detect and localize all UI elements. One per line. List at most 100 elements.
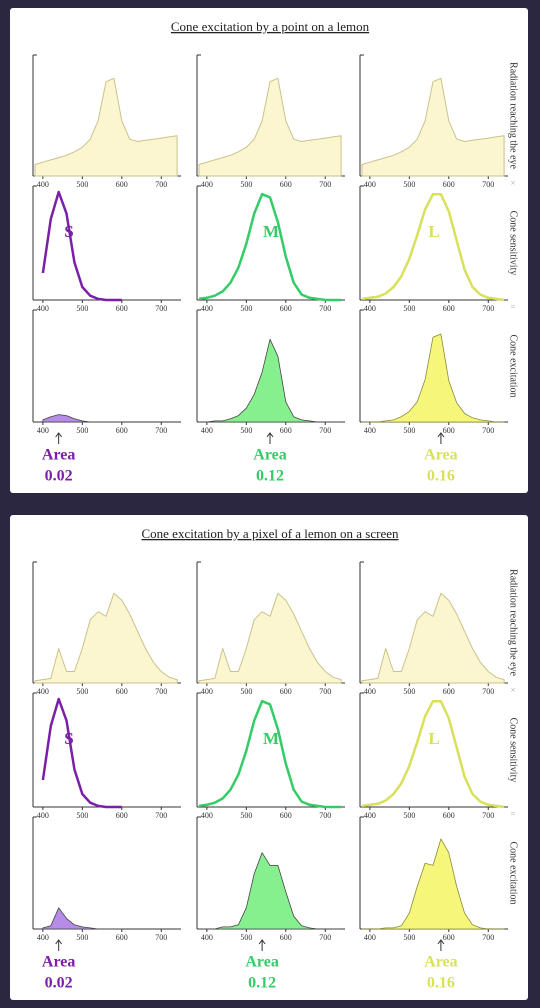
x-tick-label: 600: [280, 687, 292, 696]
x-tick-label: 400: [201, 687, 213, 696]
x-tick-label: 700: [482, 687, 494, 696]
arrow-head: [258, 939, 266, 945]
x-tick-label: 500: [76, 933, 88, 942]
radiation-area: [361, 592, 505, 684]
excitation-area: [198, 852, 342, 930]
radiation-area: [34, 77, 178, 177]
x-tick-label: 700: [319, 180, 331, 189]
figure-title: Cone excitation by a pixel of a lemon on…: [141, 526, 399, 541]
x-tick-label: 400: [37, 687, 49, 696]
sensitivity-line: [41, 697, 122, 809]
x-tick-label: 400: [364, 180, 376, 189]
x-tick-label: 500: [403, 180, 415, 189]
x-tick-label: 400: [37, 180, 49, 189]
cone-label: M: [263, 222, 279, 241]
x-tick-label: 700: [482, 304, 494, 313]
excitation-area: [361, 838, 505, 930]
cone-label: L: [428, 222, 439, 241]
x-tick-label: 500: [76, 426, 88, 435]
excitation-area: [361, 333, 505, 423]
radiation-area: [34, 592, 178, 684]
x-tick-label: 400: [37, 811, 49, 820]
cone-label: M: [263, 729, 279, 748]
x-tick-label: 700: [319, 687, 331, 696]
x-tick-label: 400: [364, 933, 376, 942]
x-tick-label: 600: [443, 426, 455, 435]
x-tick-label: 500: [240, 811, 252, 820]
x-tick-label: 500: [403, 304, 415, 313]
x-tick-label: 600: [443, 687, 455, 696]
x-tick-label: 400: [37, 304, 49, 313]
arrow-head: [266, 432, 274, 438]
excitation-area: [198, 338, 342, 423]
sensitivity-line: [41, 190, 122, 302]
x-tick-label: 500: [76, 811, 88, 820]
x-tick-label: 700: [155, 811, 167, 820]
x-tick-label: 400: [364, 811, 376, 820]
x-tick-label: 500: [403, 687, 415, 696]
area-label: Area: [42, 954, 75, 971]
area-value: 0.16: [427, 468, 455, 485]
x-tick-label: 700: [155, 180, 167, 189]
x-tick-label: 500: [240, 687, 252, 696]
x-tick-label: 600: [280, 304, 292, 313]
radiation-area: [361, 77, 505, 177]
x-tick-label: 700: [319, 811, 331, 820]
x-tick-label: 500: [403, 811, 415, 820]
x-tick-label: 600: [116, 811, 128, 820]
cone-label: L: [428, 729, 439, 748]
x-tick-label: 700: [155, 426, 167, 435]
area-label: Area: [424, 954, 457, 971]
x-tick-label: 700: [482, 811, 494, 820]
excitation-area: [42, 907, 123, 930]
row-label: Cone sensitivity: [508, 211, 519, 276]
sensitivity-line: [361, 699, 505, 809]
x-tick-label: 500: [76, 180, 88, 189]
panel-background: [10, 8, 528, 493]
x-tick-label: 700: [155, 687, 167, 696]
arrow-head: [437, 432, 445, 438]
x-tick-label: 700: [482, 180, 494, 189]
x-tick-label: 600: [280, 180, 292, 189]
operator: =: [510, 302, 515, 312]
x-tick-label: 600: [116, 687, 128, 696]
radiation-area: [198, 592, 342, 684]
x-tick-label: 400: [37, 933, 49, 942]
x-tick-label: 700: [319, 933, 331, 942]
area-label: Area: [42, 447, 75, 464]
x-tick-label: 600: [116, 933, 128, 942]
x-tick-label: 400: [201, 304, 213, 313]
x-tick-label: 600: [280, 811, 292, 820]
x-tick-label: 500: [240, 304, 252, 313]
x-tick-label: 500: [240, 933, 252, 942]
area-label: Area: [424, 447, 457, 464]
x-tick-label: 500: [240, 180, 252, 189]
row-label: Cone sensitivity: [508, 718, 519, 783]
x-tick-label: 700: [155, 933, 167, 942]
row-label: Radiation reaching the eye: [508, 569, 519, 676]
x-tick-label: 700: [319, 426, 331, 435]
area-value: 0.12: [248, 975, 276, 992]
x-tick-label: 500: [240, 426, 252, 435]
x-tick-label: 400: [201, 180, 213, 189]
area-label: Area: [253, 447, 286, 464]
row-label: Cone excitation: [508, 334, 519, 397]
x-tick-label: 700: [482, 933, 494, 942]
x-tick-label: 600: [443, 811, 455, 820]
arrow-head: [55, 432, 63, 438]
operator: ×: [510, 685, 515, 695]
row-label: Cone excitation: [508, 841, 519, 904]
sensitivity-line: [361, 192, 505, 302]
x-tick-label: 600: [443, 304, 455, 313]
x-tick-label: 700: [482, 426, 494, 435]
area-label: Area: [245, 954, 278, 971]
x-tick-label: 600: [116, 426, 128, 435]
x-tick-label: 400: [201, 426, 213, 435]
area-value: 0.16: [427, 975, 455, 992]
arrow-head: [55, 939, 63, 945]
cone-label: S: [64, 729, 73, 748]
x-tick-label: 400: [201, 811, 213, 820]
figure-panel: Cone excitation by a point on a lemon Rad…: [10, 8, 528, 493]
